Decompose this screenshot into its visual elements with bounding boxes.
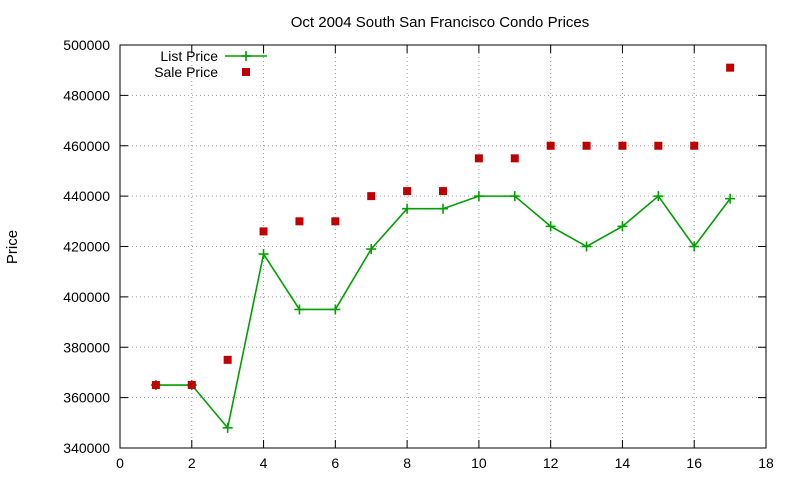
axes: 0 2 4 6 8 10 12 14 16 18 340000 360000 380000 400000 4… bbox=[63, 37, 774, 471]
sale-price-point bbox=[726, 63, 735, 72]
y-tick-label: 340000 bbox=[63, 440, 110, 456]
sale-price-point bbox=[187, 381, 196, 390]
x-tick-label: 10 bbox=[471, 455, 487, 471]
list-price-point bbox=[330, 304, 341, 315]
sale-price-point bbox=[690, 141, 699, 150]
legend-label: Sale Price bbox=[154, 64, 218, 80]
sale-price-point bbox=[367, 192, 376, 201]
x-tick-label: 16 bbox=[686, 455, 702, 471]
sale-price-point bbox=[223, 355, 232, 364]
sale-price-point bbox=[331, 217, 340, 226]
list-price-point bbox=[294, 304, 305, 315]
list-price-line bbox=[155, 194, 731, 430]
x-tick-label: 6 bbox=[331, 455, 339, 471]
y-tick-label: 400000 bbox=[63, 289, 110, 305]
sale-price-point bbox=[546, 141, 555, 150]
list-price-point bbox=[402, 203, 413, 214]
list-price-point bbox=[689, 241, 700, 252]
series-1 bbox=[151, 63, 735, 390]
legend-label: List Price bbox=[160, 48, 218, 64]
chart-title: Oct 2004 South San Francisco Condo Price… bbox=[291, 14, 590, 31]
y-axis-label: Price bbox=[4, 230, 21, 264]
y-tick-label: 460000 bbox=[63, 138, 110, 154]
x-tick-label: 2 bbox=[188, 455, 196, 471]
x-tick-label: 8 bbox=[403, 455, 411, 471]
list-price-point bbox=[545, 221, 556, 232]
sale-price-point bbox=[295, 217, 304, 226]
x-tick-label: 12 bbox=[543, 455, 559, 471]
x-tick-label: 18 bbox=[758, 455, 774, 471]
sale-price-point bbox=[510, 154, 519, 163]
x-tick-label: 14 bbox=[615, 455, 631, 471]
sale-price-point bbox=[582, 141, 591, 150]
list-price-point bbox=[509, 191, 520, 202]
list-price-point bbox=[222, 422, 233, 433]
x-tick-label: 0 bbox=[116, 455, 124, 471]
grid-lines bbox=[120, 45, 766, 448]
sale-price-point bbox=[151, 381, 160, 390]
sale-price-point bbox=[259, 227, 268, 236]
list-price-point bbox=[725, 193, 736, 204]
legend-plus-marker bbox=[241, 51, 251, 61]
x-tick-label: 4 bbox=[260, 455, 268, 471]
list-price-point bbox=[438, 203, 448, 214]
legend-square-marker bbox=[242, 68, 250, 76]
y-tick-label: 500000 bbox=[63, 37, 110, 53]
series-0 bbox=[150, 191, 736, 433]
sale-price-point bbox=[474, 154, 483, 163]
y-tick-label: 480000 bbox=[63, 87, 110, 103]
list-price-point bbox=[473, 191, 484, 202]
sale-price-point bbox=[439, 187, 447, 196]
list-price-point bbox=[581, 241, 592, 252]
y-tick-label: 420000 bbox=[63, 239, 110, 255]
series bbox=[150, 63, 736, 433]
y-tick-label: 380000 bbox=[63, 339, 110, 355]
list-price-point bbox=[366, 244, 377, 255]
list-price-point bbox=[653, 191, 664, 202]
list-price-point bbox=[617, 221, 628, 232]
sale-price-point bbox=[654, 141, 663, 150]
sale-price-point bbox=[403, 187, 412, 196]
y-tick-label: 440000 bbox=[63, 188, 110, 204]
sale-price-point bbox=[618, 141, 627, 150]
list-price-point bbox=[258, 249, 269, 260]
y-tick-label: 360000 bbox=[63, 390, 110, 406]
